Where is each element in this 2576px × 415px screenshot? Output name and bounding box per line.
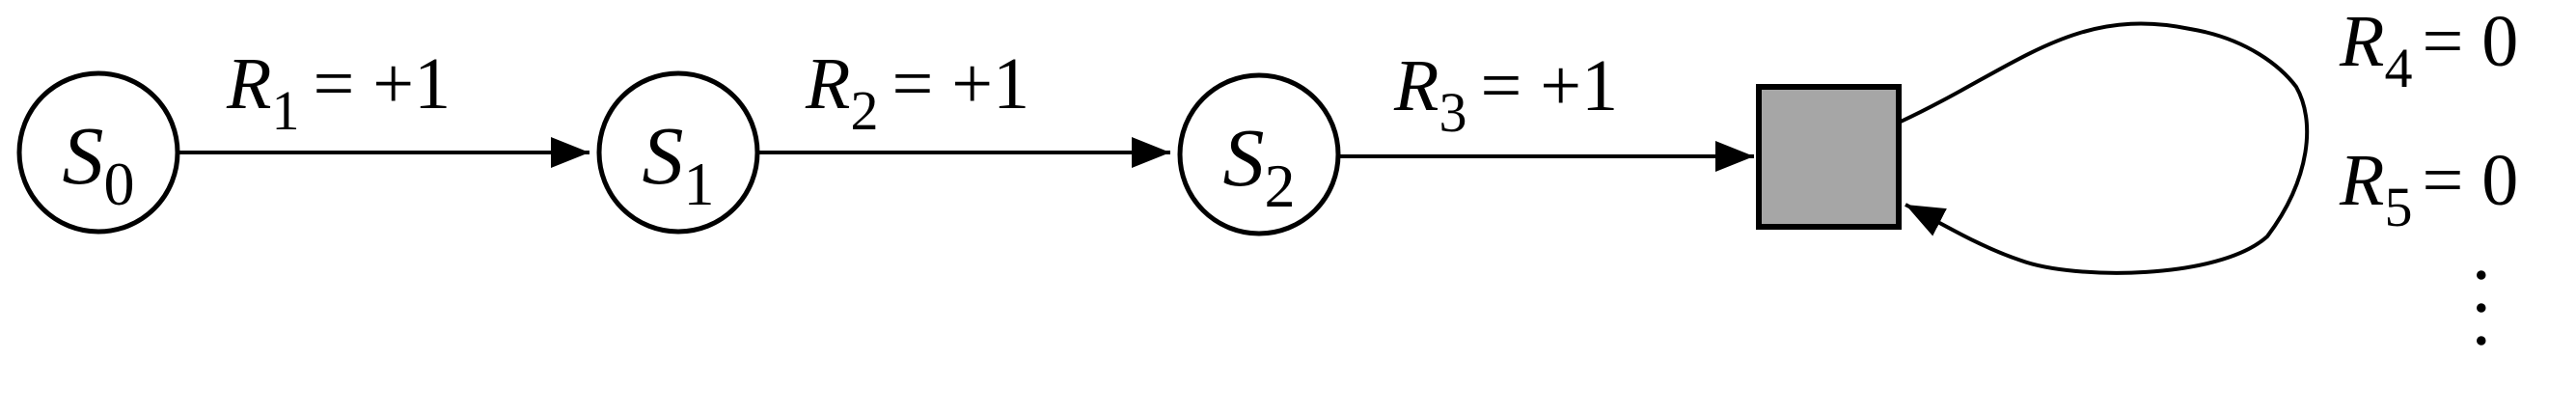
svg-text:S2: S2 [1223, 111, 1296, 220]
state-s0-subscript: 0 [104, 150, 135, 218]
state-s0-symbol: S [63, 109, 104, 202]
edge-s1-s2-reward-value: = +1 [891, 43, 1029, 124]
svg-text:R2= +1: R2 = +1 [805, 43, 1029, 142]
svg-text:R3= +1: R3 = +1 [1393, 45, 1618, 144]
continuation-ellipsis: ... [2460, 265, 2545, 364]
svg-text:S0: S0 [63, 109, 135, 218]
edge-s2-terminal-reward-subscript: 3 [1439, 81, 1466, 144]
edge-s2-terminal: R3 = +1 [1340, 45, 1754, 172]
svg-text:R1= +1: R1 = +1 [226, 43, 451, 142]
edge-s2-terminal-reward-symbol: R [1393, 45, 1439, 126]
state-s1: S1 [596, 70, 760, 235]
edge-s1-s2-reward-symbol: R [805, 43, 850, 124]
state-s2-subscript: 2 [1265, 152, 1296, 220]
edge-s0-s1-reward-value: = +1 [313, 43, 451, 124]
state-s2-symbol: S [1223, 111, 1265, 204]
edge-s1-s2-reward-subscript: 2 [850, 79, 878, 142]
state-s2: S2 [1177, 72, 1341, 236]
edge-s2-terminal-reward-value: = +1 [1480, 45, 1618, 126]
edge-s0-s1-reward-subscript: 1 [271, 79, 299, 142]
state-s0: S0 [16, 70, 180, 235]
state-s1-subscript: 1 [684, 150, 715, 218]
self-loop-reward-r5: R5 = 0 [2339, 140, 2518, 238]
terminal-state [1756, 84, 1902, 230]
svg-text:S1: S1 [643, 109, 715, 218]
edge-s1-s2: R2 = +1 [759, 43, 1170, 168]
terminal-self-loop [1900, 21, 2310, 275]
self-loop-reward-r4: R4 = 0 [2339, 1, 2518, 99]
edge-s0-s1-reward-symbol: R [226, 43, 271, 124]
edge-s0-s1: R1 = +1 [179, 43, 589, 168]
state-s1-symbol: S [643, 109, 684, 202]
